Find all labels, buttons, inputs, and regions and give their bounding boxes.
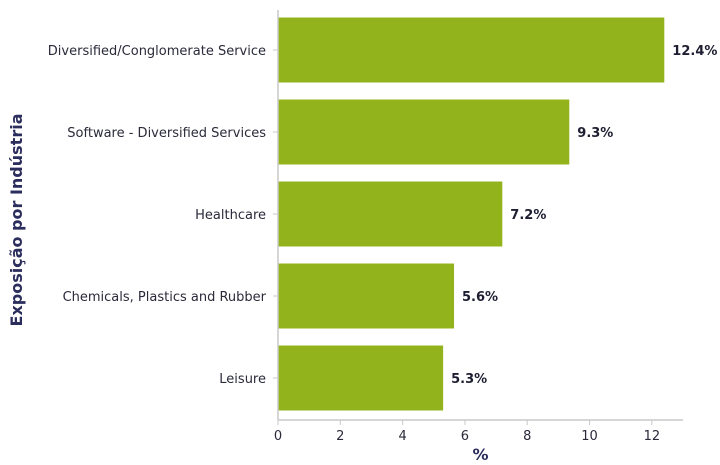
x-tick-label: 12 <box>644 429 661 444</box>
bar <box>278 99 570 165</box>
bars-group <box>278 17 665 411</box>
x-tick-label: 10 <box>581 429 598 444</box>
data-label: 9.3% <box>577 126 613 141</box>
y-axis-title: Exposição por Indústria <box>7 114 26 327</box>
category-label: Diversified/Conglomerate Service <box>48 44 266 59</box>
category-label: Healthcare <box>195 208 266 223</box>
bar <box>278 181 503 247</box>
bar <box>278 263 455 329</box>
category-label: Leisure <box>219 372 266 387</box>
category-labels-group: Diversified/Conglomerate Service Software… <box>48 44 278 387</box>
x-tick-label: 8 <box>523 429 531 444</box>
x-tick-label: 6 <box>461 429 469 444</box>
data-label: 5.6% <box>462 290 498 305</box>
x-tick-label: 4 <box>398 429 406 444</box>
x-tick-label: 2 <box>336 429 344 444</box>
category-label: Chemicals, Plastics and Rubber <box>63 290 267 305</box>
category-label: Software - Diversified Services <box>67 126 266 141</box>
data-label: 7.2% <box>510 208 546 223</box>
x-tick-label: 0 <box>274 429 282 444</box>
data-labels-group: 12.4% 9.3% 7.2% 5.6% 5.3% <box>451 44 717 387</box>
data-label: 12.4% <box>672 44 717 59</box>
x-ticks-group: 0 2 4 6 8 10 12 <box>274 420 660 444</box>
bar <box>278 345 444 411</box>
x-axis-title: % <box>472 445 488 464</box>
data-label: 5.3% <box>451 372 487 387</box>
bar <box>278 17 665 83</box>
